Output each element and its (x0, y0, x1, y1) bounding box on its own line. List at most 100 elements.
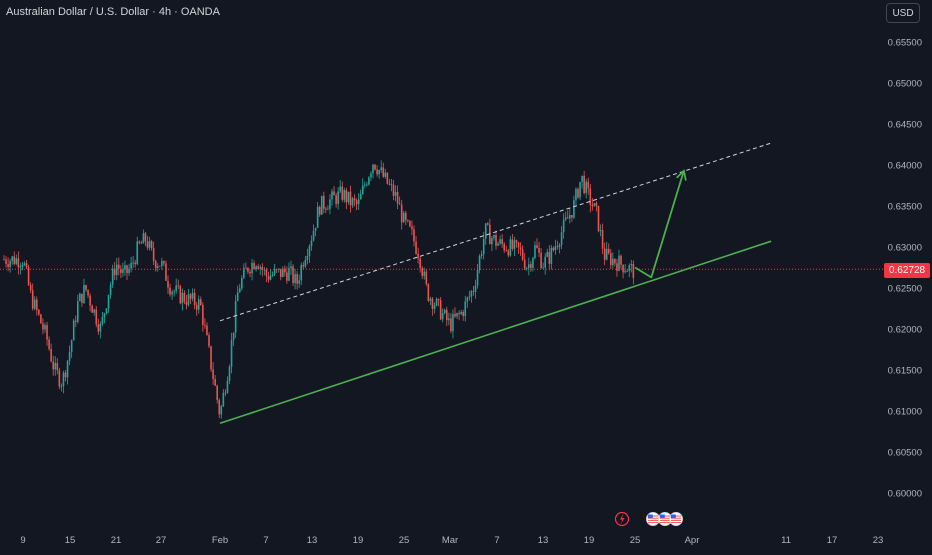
candle-body (591, 205, 594, 207)
candle-body (308, 246, 311, 256)
candle-body (64, 372, 67, 378)
x-tick-label: 23 (873, 535, 884, 546)
candle-body (425, 271, 428, 284)
candle-body (210, 346, 212, 370)
candle-body (134, 262, 136, 265)
candle-body (290, 266, 292, 268)
currency-button[interactable]: USD (886, 3, 920, 23)
candle-body (292, 266, 294, 283)
candle-body (29, 284, 32, 291)
candle-body (310, 240, 313, 247)
candle-body (400, 204, 403, 223)
candle-body (171, 291, 173, 295)
candle-body (128, 268, 130, 273)
candle-body (241, 278, 243, 289)
candle-body (437, 298, 440, 301)
y-tick-label: 0.61000 (888, 407, 922, 418)
candle-body (85, 284, 87, 290)
candle-body (327, 208, 329, 210)
candle-body (165, 263, 167, 281)
candle-body (593, 203, 596, 207)
candle-body (571, 214, 573, 218)
candle-body (277, 268, 280, 270)
candle-body (382, 167, 385, 177)
candle-body (144, 233, 147, 242)
arrow-head-icon (676, 168, 687, 181)
candle-body (323, 195, 325, 209)
candle-body (122, 269, 124, 273)
candle-body (351, 198, 354, 206)
candle-body (46, 325, 48, 340)
candle-body (81, 293, 83, 303)
flash-icon[interactable] (614, 511, 630, 527)
candle-body (306, 255, 309, 260)
candle-body (347, 191, 350, 203)
candle-body (353, 198, 356, 201)
candle-body (115, 264, 118, 276)
candle-body (193, 292, 196, 305)
candle-body (111, 268, 114, 285)
candle-body (632, 264, 635, 278)
candle-body (552, 247, 555, 251)
candle-body (560, 232, 563, 245)
candle-body (228, 366, 231, 381)
candle-body (409, 221, 411, 227)
us-flag-icon[interactable] (669, 512, 683, 526)
candle-body (558, 244, 561, 248)
candle-body (66, 360, 69, 378)
candle-body (513, 240, 516, 249)
candle-body (161, 261, 163, 266)
candle-body (345, 190, 348, 203)
candle-body (48, 339, 50, 349)
events-layer (614, 511, 683, 527)
candle-body (42, 323, 44, 330)
candle-body (314, 227, 317, 231)
candle-body (204, 325, 206, 326)
candle-body (616, 263, 618, 271)
candle-body (156, 266, 159, 268)
projection-arrow[interactable] (634, 170, 685, 279)
x-tick-label: 7 (263, 535, 268, 546)
candle-body (515, 240, 518, 243)
candle-body (118, 264, 120, 269)
candle-body (175, 285, 177, 291)
candle-body (470, 291, 473, 297)
candle-body (138, 241, 141, 243)
x-tick-label: 15 (65, 535, 76, 546)
candle-body (83, 284, 85, 303)
candle-body (624, 270, 626, 273)
candle-body (261, 267, 264, 270)
candle-body (19, 266, 22, 268)
support-trendline[interactable] (219, 240, 772, 425)
candle-body (140, 242, 143, 244)
candle-body (101, 316, 104, 324)
x-tick-label: 7 (494, 535, 499, 546)
candle-body (339, 186, 341, 192)
candle-body (614, 258, 616, 264)
candle-body (495, 235, 497, 246)
candle-body (220, 406, 223, 415)
candle-body (265, 269, 268, 277)
candle-body (472, 291, 475, 292)
candle-body (566, 217, 569, 219)
candle-body (540, 252, 542, 268)
candle-body (31, 290, 34, 309)
candle-body (97, 324, 100, 332)
candle-body (245, 267, 247, 269)
channel-dashed-line[interactable] (219, 142, 772, 322)
candle-body (607, 248, 610, 254)
candle-body (601, 230, 604, 249)
candle-body (458, 312, 460, 314)
candle-body (335, 195, 337, 204)
candle-body (610, 253, 612, 266)
us-flag-icon[interactable] (646, 512, 660, 526)
candle-body (5, 259, 7, 264)
candle-body (177, 285, 180, 287)
x-tick-label: Apr (685, 535, 700, 546)
candle-body (202, 305, 204, 326)
candle-body (187, 294, 190, 305)
candle-body (532, 258, 534, 268)
candle-body (288, 267, 290, 281)
